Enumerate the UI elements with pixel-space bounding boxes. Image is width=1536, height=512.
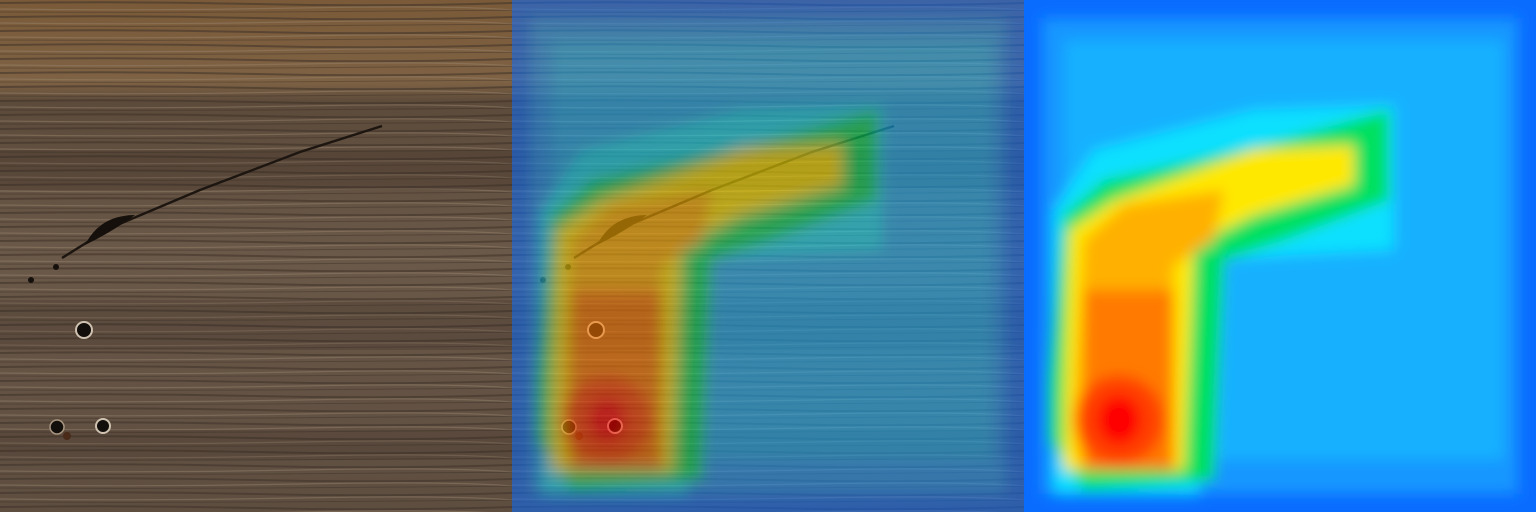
heatmap <box>1024 0 1536 512</box>
original-image <box>0 0 514 512</box>
overlay-image <box>510 0 1026 512</box>
